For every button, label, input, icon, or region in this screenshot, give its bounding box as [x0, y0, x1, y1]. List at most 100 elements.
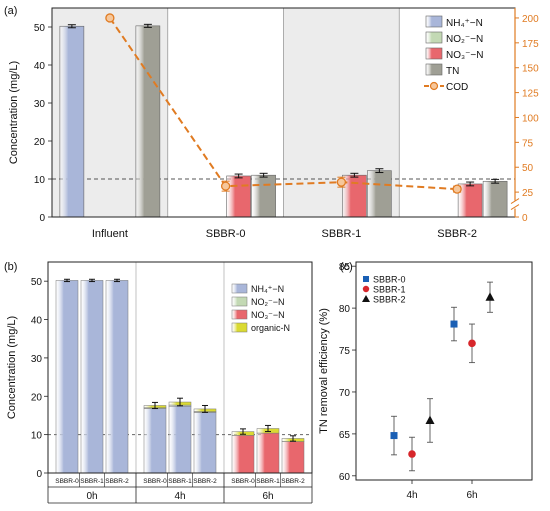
y-tick-label: 40 — [34, 61, 46, 72]
y-tick-label: 85 — [339, 262, 351, 273]
bar — [251, 174, 276, 218]
legend-label: SBBR-1 — [373, 285, 406, 295]
legend-label: NO₃⁻−N — [446, 50, 483, 61]
x-category-label: SBBR-2 — [105, 478, 129, 485]
y-tick-label: 10 — [34, 175, 46, 186]
legend-swatch — [425, 63, 443, 76]
y-tick-label: 50 — [34, 23, 46, 34]
y-axis-label: Concentration (mg/L) — [6, 316, 18, 419]
y-axis-label: Concentration (mg/L) — [8, 61, 20, 164]
stacked-bar-segment — [256, 432, 280, 474]
y-tick-label: 30 — [31, 354, 43, 365]
bar — [226, 175, 251, 218]
panel-c-chart: 60 65 70 75 80 85 TN removal efficiency (%) 4h 6… — [318, 261, 533, 501]
legend-marker — [362, 295, 370, 302]
y-tick-label: 10 — [31, 431, 43, 442]
stacked-bar-segment — [193, 412, 217, 474]
axis-break-mark — [510, 198, 520, 204]
cod-series-line — [109, 17, 458, 191]
bar — [135, 25, 161, 218]
data-point — [450, 320, 458, 328]
panel-label: (b) — [4, 261, 17, 273]
y-tick-label: 65 — [339, 430, 351, 441]
axis-break-mark — [510, 204, 520, 210]
stacked-bar-segment — [168, 405, 192, 474]
legend-label: NO₂⁻−N — [251, 297, 285, 307]
axis-break-gap — [511, 200, 519, 209]
bar — [482, 180, 508, 218]
data-point — [408, 450, 416, 458]
legend-label: organic-N — [251, 323, 290, 333]
legend-label: TN — [446, 66, 459, 77]
y-tick-label: 30 — [34, 99, 46, 110]
y2-tick-label: 200 — [522, 14, 539, 25]
legend-marker — [363, 276, 369, 282]
legend-label: NH₄⁺−N — [251, 284, 284, 294]
y2-tick-label: 75 — [522, 138, 534, 149]
legend-swatch — [231, 309, 248, 320]
legend-label: COD — [446, 82, 468, 93]
y2-tick-label: 150 — [522, 64, 539, 75]
y2-tick-label: 25 — [522, 188, 534, 199]
stacked-bar-segment — [80, 280, 104, 474]
x-category-label: SBBR-2 — [437, 228, 477, 240]
y2-tick-label: 50 — [522, 163, 534, 174]
legend-label: NH₄⁺−N — [446, 18, 483, 29]
data-point — [390, 432, 398, 440]
x-group-label: 4h — [174, 491, 185, 502]
panel-label: (c) — [340, 261, 353, 273]
y-tick-label: 70 — [339, 388, 351, 399]
cod-point — [452, 184, 462, 194]
panel-label: (a) — [4, 5, 17, 17]
stacked-bar-segment — [231, 435, 255, 474]
plot-frame — [47, 261, 313, 474]
x-category-label: SBBR-1 — [256, 478, 280, 485]
y-tick-label: 75 — [339, 346, 351, 357]
x-category-label: Influent — [92, 228, 128, 240]
legend-label: SBBR-2 — [373, 295, 406, 305]
x-category-label: SBBR-2 — [281, 478, 305, 485]
x-category-label: SBBR-1 — [168, 478, 192, 485]
legend-label: SBBR-0 — [373, 275, 406, 285]
data-point — [485, 292, 495, 301]
y-tick-label: 40 — [31, 316, 43, 327]
legend-cod-marker — [429, 81, 439, 91]
y-tick-label: 50 — [31, 277, 43, 288]
bar — [59, 25, 85, 218]
y2-tick-label: 125 — [522, 89, 539, 100]
y2-tick-label: 0 — [522, 213, 528, 224]
x-group-label: 4h — [406, 490, 417, 501]
y-tick-label: 0 — [39, 213, 45, 224]
data-point — [468, 339, 476, 348]
bar — [367, 170, 392, 218]
legend-swatch — [231, 296, 248, 307]
stacked-bar-segment — [281, 441, 305, 474]
x-category-label: SBBR-2 — [193, 478, 217, 485]
legend-swatch — [425, 15, 443, 28]
x-category-label: SBBR-0 — [206, 228, 246, 240]
x-group-label: 6h — [262, 491, 273, 502]
x-category-label: SBBR-0 — [55, 478, 79, 485]
y-tick-label: 80 — [339, 304, 351, 315]
legend-swatch — [425, 31, 443, 44]
stacked-bar-segment — [143, 408, 167, 474]
legend-swatch — [231, 322, 248, 333]
cod-point — [336, 177, 347, 187]
cod-point — [220, 181, 231, 191]
x-group-label: 6h — [466, 490, 477, 501]
y-tick-label: 20 — [31, 392, 43, 403]
legend-label: NO₂⁻−N — [446, 34, 483, 45]
y2-tick-label: 175 — [522, 39, 539, 50]
x-category-label: SBBR-1 — [80, 478, 104, 485]
data-point — [425, 415, 435, 424]
legend-marker — [362, 285, 370, 293]
stacked-bar-segment — [105, 280, 129, 474]
y-tick-label: 0 — [36, 469, 42, 480]
x-category-label: SBBR-1 — [322, 228, 362, 240]
panel-a-chart: 0 10 20 30 40 50 Concentration (mg/L) 0 25 50 75 10… — [4, 5, 539, 240]
y2-tick-label: 100 — [522, 113, 539, 124]
cod-point — [105, 13, 115, 23]
x-category-label: SBBR-0 — [143, 478, 167, 485]
